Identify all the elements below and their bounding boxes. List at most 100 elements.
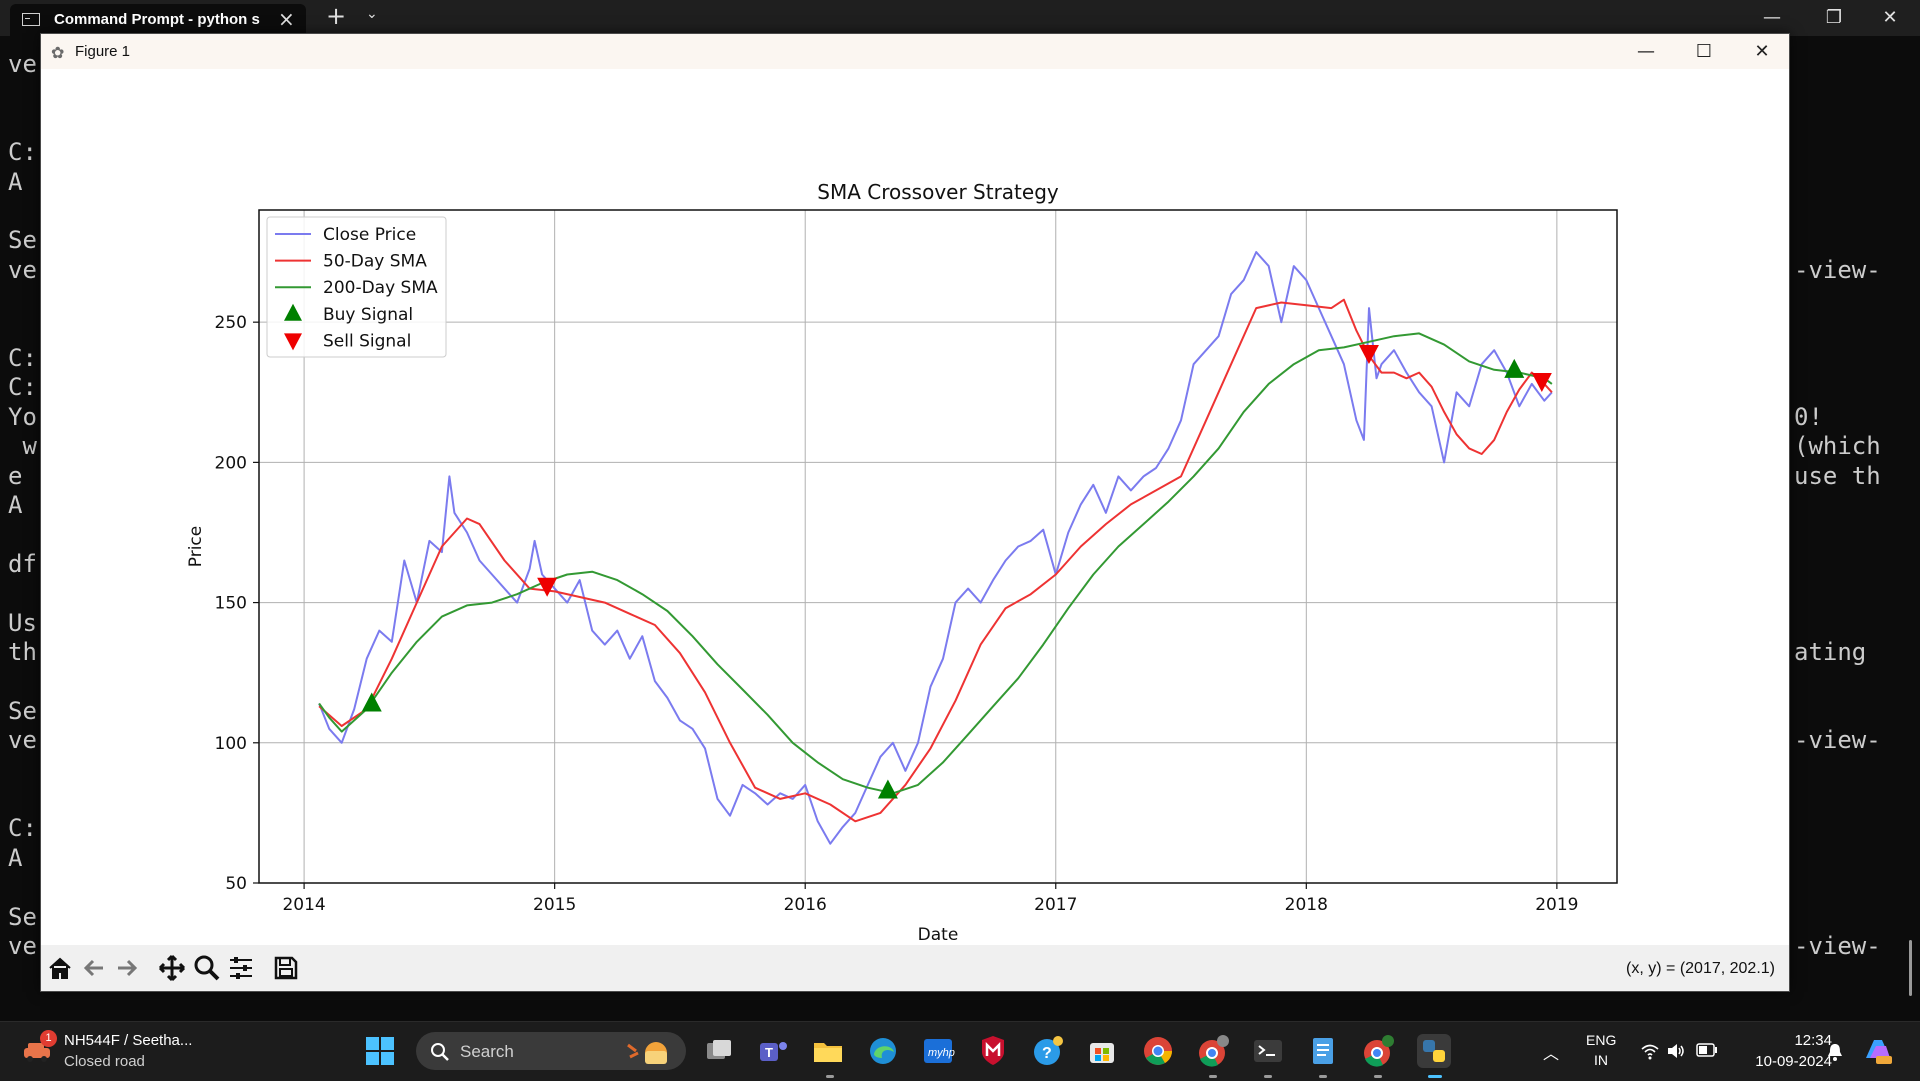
- taskbar: 1 NH544F / Seetha... Closed road Search …: [0, 1021, 1920, 1081]
- close-tab-icon[interactable]: ×: [278, 7, 295, 31]
- language-line2: IN: [1594, 1052, 1608, 1068]
- sell-signal-marker: [1531, 373, 1552, 393]
- buy-signal-marker: [361, 692, 382, 712]
- notification-bell-icon[interactable]: [1826, 1042, 1844, 1062]
- weather-title: NH544F / Seetha...: [64, 1032, 193, 1049]
- terminal-line: ve: [8, 50, 37, 78]
- notepad-icon[interactable]: [1306, 1034, 1340, 1068]
- terminal-line: th: [8, 638, 37, 666]
- sell-signal-marker: [537, 577, 558, 597]
- terminal-line: 0!: [1794, 402, 1823, 431]
- terminal-line: Us: [8, 608, 37, 637]
- terminal-line: ve: [8, 932, 37, 960]
- store-icon[interactable]: [1085, 1034, 1119, 1068]
- terminal-scrollbar[interactable]: [1909, 940, 1912, 996]
- terminal-line: w: [8, 432, 37, 461]
- x-axis-label: Date: [918, 925, 959, 945]
- clock-date[interactable]: 10-09-2024: [1755, 1053, 1832, 1070]
- hp-icon[interactable]: myhp: [921, 1034, 955, 1068]
- terminal-line: -view-: [1794, 255, 1881, 284]
- clock-time[interactable]: 12:34: [1794, 1032, 1832, 1049]
- forward-icon[interactable]: [110, 951, 144, 985]
- minimize-icon[interactable]: —: [1637, 41, 1655, 62]
- language-line1[interactable]: ENG: [1586, 1032, 1617, 1048]
- x-tick-label: 2016: [784, 895, 827, 915]
- buy-signal-marker: [1504, 358, 1525, 378]
- terminal-line: C:: [8, 344, 37, 372]
- x-tick-label: 2014: [282, 895, 325, 915]
- x-tick-label: 2015: [533, 895, 576, 915]
- chevron-up-icon[interactable]: ︿: [1543, 1044, 1560, 1063]
- terminal-line: C:: [8, 138, 37, 167]
- wifi-icon[interactable]: [1640, 1042, 1660, 1060]
- search-highlight-icon: [627, 1042, 667, 1064]
- figure-window: ✿ Figure 1 — ☐ ✕ 2014 2015 2016 2017 2018 201…: [40, 33, 1790, 992]
- save-icon[interactable]: [269, 951, 303, 985]
- file-explorer-icon[interactable]: [811, 1034, 845, 1068]
- mcafee-icon[interactable]: [976, 1034, 1010, 1068]
- terminal-line: C:: [8, 814, 37, 843]
- series-line-1: [318, 298, 1553, 823]
- running-indicator: [1209, 1075, 1217, 1078]
- terminal-line: A: [8, 491, 23, 519]
- legend-label: 200-Day SMA: [323, 278, 438, 298]
- terminal-tab-title: Command Prompt - python s: [54, 11, 260, 28]
- chrome-profile-m-icon[interactable]: [1361, 1034, 1395, 1068]
- legend-box: [266, 216, 447, 358]
- restore-icon[interactable]: ❐: [1825, 7, 1843, 28]
- configure-icon[interactable]: [224, 951, 258, 985]
- terminal-line: A: [8, 843, 23, 872]
- chrome-profile-icon[interactable]: [1196, 1034, 1230, 1068]
- running-indicator: [1264, 1075, 1272, 1078]
- navigation-toolbar: (x, y) = (2017, 202.1): [41, 945, 1789, 991]
- running-indicator: [826, 1075, 834, 1078]
- close-icon[interactable]: ✕: [1882, 7, 1898, 28]
- traffic-icon: [24, 1043, 50, 1062]
- zoom-icon[interactable]: [190, 951, 224, 985]
- help-icon[interactable]: ?: [1031, 1034, 1065, 1068]
- edge-icon[interactable]: [866, 1034, 900, 1068]
- task-view-icon[interactable]: [702, 1034, 736, 1068]
- terminal-app-icon[interactable]: [1251, 1034, 1285, 1068]
- running-indicator: [1374, 1075, 1382, 1078]
- y-tick-label: 200: [215, 453, 247, 473]
- sma-chart: 2014 2015 2016 2017 2018 2019 50 100 150 200 250 SM…: [186, 180, 1618, 945]
- terminal-line: -view-: [1794, 932, 1881, 960]
- y-tick-label: 150: [215, 594, 247, 614]
- terminal-line: Yo: [8, 402, 37, 431]
- terminal-line: e: [8, 461, 23, 490]
- x-tick-label: 2019: [1535, 895, 1578, 915]
- figure-canvas[interactable]: 2014 2015 2016 2017 2018 2019 50 100 150 200 250 SM…: [41, 69, 1789, 980]
- new-tab-icon[interactable]: +: [326, 2, 347, 30]
- home-icon[interactable]: [43, 951, 77, 985]
- chrome-icon[interactable]: [1141, 1034, 1175, 1068]
- pan-icon[interactable]: [155, 951, 189, 985]
- terminal-line: A: [8, 167, 23, 196]
- chart-title: SMA Crossover Strategy: [817, 180, 1059, 204]
- close-icon[interactable]: ✕: [1754, 41, 1770, 62]
- terminal-line: -view-: [1794, 726, 1881, 755]
- volume-icon[interactable]: [1666, 1041, 1686, 1061]
- weather-subtitle: Closed road: [64, 1053, 145, 1070]
- legend-label: 50-Day SMA: [323, 252, 427, 272]
- terminal-tab[interactable]: Command Prompt - python s ×: [10, 4, 306, 36]
- windows-start-icon[interactable]: [365, 1036, 395, 1066]
- plot-frame: [258, 209, 1618, 884]
- copilot-icon[interactable]: [1862, 1036, 1894, 1066]
- search-input[interactable]: Search: [416, 1032, 686, 1070]
- python-app-icon[interactable]: [1417, 1034, 1451, 1068]
- legend-buy-swatch: [284, 303, 302, 321]
- chevron-down-icon[interactable]: ⌄: [366, 6, 378, 22]
- svg-text:myhp: myhp: [928, 1047, 955, 1059]
- minimize-icon[interactable]: —: [1763, 7, 1781, 28]
- sell-signal-marker: [1358, 345, 1379, 365]
- y-tick-label: 50: [225, 874, 247, 894]
- teams-icon[interactable]: T: [756, 1034, 790, 1068]
- terminal-line: Se: [8, 226, 37, 255]
- notification-badge: 1: [40, 1030, 57, 1047]
- back-icon[interactable]: [77, 951, 111, 985]
- figure-title-bar[interactable]: ✿ Figure 1 — ☐ ✕: [41, 34, 1789, 69]
- maximize-icon[interactable]: ☐: [1695, 41, 1713, 62]
- terminal-line: Se: [8, 696, 37, 725]
- battery-icon[interactable]: [1696, 1043, 1718, 1057]
